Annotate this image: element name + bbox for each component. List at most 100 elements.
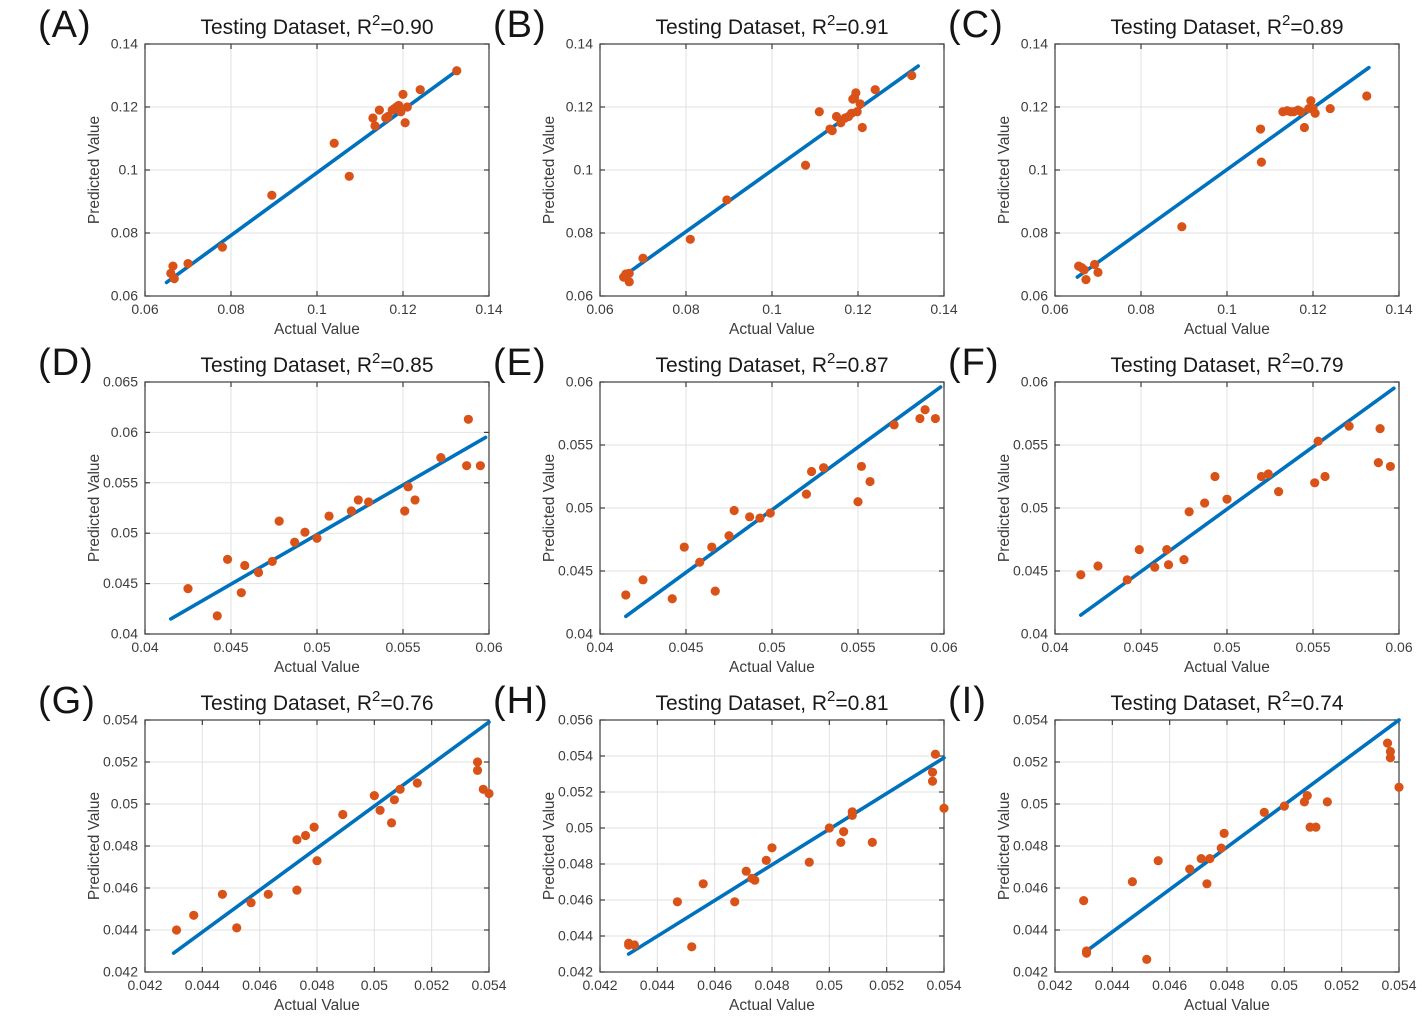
scatter-point bbox=[889, 420, 899, 430]
scatter-point bbox=[1385, 461, 1395, 472]
y-tick-label: 0.054 bbox=[1013, 712, 1048, 728]
y-axis-label: Predicted Value bbox=[541, 116, 558, 224]
y-tick-label: 0.06 bbox=[1021, 288, 1048, 304]
x-tick-label: 0.05 bbox=[303, 639, 330, 655]
scatter-point bbox=[329, 138, 339, 148]
scatter-point bbox=[410, 495, 420, 505]
x-tick-label: 0.1 bbox=[762, 301, 782, 317]
scatter-point bbox=[865, 476, 875, 487]
y-tick-label: 0.12 bbox=[111, 99, 138, 115]
y-tick-label: 0.045 bbox=[558, 563, 593, 579]
scatter-point bbox=[761, 855, 771, 865]
scatter-point bbox=[171, 925, 182, 935]
y-axis-label: Predicted Value bbox=[996, 792, 1013, 900]
scatter-point bbox=[1320, 471, 1330, 482]
y-tick-label: 0.05 bbox=[1021, 500, 1048, 516]
x-tick-label: 0.055 bbox=[385, 639, 420, 655]
x-tick-label: 0.05 bbox=[1271, 977, 1298, 993]
y-tick-label: 0.14 bbox=[111, 36, 138, 52]
scatter-point bbox=[800, 160, 811, 170]
scatter-point bbox=[836, 837, 846, 847]
scatter-point bbox=[1153, 856, 1163, 866]
y-tick-label: 0.055 bbox=[1013, 437, 1048, 453]
x-axis-label: Actual Value bbox=[729, 997, 815, 1014]
x-tick-label: 0.048 bbox=[754, 977, 789, 993]
scatter-point bbox=[707, 542, 717, 552]
scatter-point bbox=[1200, 498, 1210, 508]
scatter-point bbox=[1373, 458, 1383, 468]
x-tick-label: 0.1 bbox=[307, 301, 327, 317]
scatter-chart-H: 0.042 0.044 0.046 0.048 0.05 0.052 0.054 0.042 0… bbox=[541, 688, 962, 1014]
scatter-point bbox=[368, 113, 378, 123]
scatter-point bbox=[267, 190, 277, 200]
scatter-point bbox=[1375, 424, 1385, 434]
scatter-point bbox=[741, 866, 751, 876]
x-tick-label: 0.12 bbox=[389, 301, 416, 317]
scatter-point bbox=[804, 857, 814, 867]
scatter-point bbox=[801, 489, 811, 499]
y-tick-label: 0.044 bbox=[1013, 922, 1048, 938]
scatter-point bbox=[1150, 562, 1160, 572]
scatter-point bbox=[629, 940, 639, 950]
y-tick-label: 0.042 bbox=[103, 964, 138, 980]
y-tick-label: 0.1 bbox=[119, 162, 139, 178]
scatter-point bbox=[1325, 103, 1335, 114]
chart-panel-B: 0.06 0.08 0.1 0.12 0.14 0.06 0.08 0.1 0.12 0.14 Te… bbox=[455, 0, 967, 338]
scatter-point bbox=[290, 537, 300, 547]
scatter-point bbox=[472, 765, 483, 775]
scatter-point bbox=[750, 875, 760, 885]
chart-title: Testing Dataset, R2=0.79 bbox=[1110, 350, 1343, 377]
scatter-point bbox=[867, 837, 877, 847]
scatter-point bbox=[1163, 560, 1174, 570]
scatter-point bbox=[1177, 222, 1187, 232]
scatter-point bbox=[870, 85, 880, 95]
scatter-point bbox=[621, 590, 631, 600]
scatter-point bbox=[851, 88, 861, 98]
x-axis-label: Actual Value bbox=[1184, 997, 1270, 1014]
x-tick-label: 0.14 bbox=[475, 301, 502, 317]
y-tick-label: 0.046 bbox=[1013, 880, 1048, 896]
scatter-point bbox=[353, 495, 363, 505]
chart-title: Testing Dataset, R2=0.91 bbox=[655, 12, 888, 39]
scatter-point bbox=[1385, 753, 1395, 763]
y-tick-label: 0.045 bbox=[103, 575, 138, 591]
x-axis-label: Actual Value bbox=[1184, 321, 1270, 338]
x-tick-label: 0.12 bbox=[1299, 301, 1326, 317]
scatter-point bbox=[1184, 507, 1194, 517]
scatter-point bbox=[927, 767, 938, 777]
scatter-point bbox=[1385, 746, 1395, 757]
fit-line bbox=[164, 67, 461, 285]
scatter-point bbox=[403, 482, 413, 492]
x-tick-label: 0.12 bbox=[844, 301, 871, 317]
y-tick-label: 0.06 bbox=[111, 424, 138, 440]
scatter-point bbox=[402, 102, 412, 112]
scatter-point bbox=[827, 126, 837, 136]
scatter-point bbox=[806, 466, 817, 477]
panel-label-E: (E) bbox=[493, 342, 547, 384]
scatter-point bbox=[1299, 122, 1309, 133]
scatter-point bbox=[847, 810, 857, 820]
chart-panel-H: 0.042 0.044 0.046 0.048 0.05 0.052 0.054 0.042 0… bbox=[455, 676, 967, 1014]
y-tick-label: 0.05 bbox=[111, 796, 138, 812]
scatter-point bbox=[344, 171, 354, 181]
scatter-point bbox=[852, 107, 862, 117]
scatter-point bbox=[312, 856, 322, 866]
x-tick-label: 0.06 bbox=[1041, 301, 1068, 317]
scatter-point bbox=[364, 497, 374, 507]
scatter-point bbox=[638, 253, 648, 263]
x-tick-label: 0.054 bbox=[1381, 977, 1416, 993]
y-tick-label: 0.048 bbox=[558, 856, 593, 872]
scatter-point bbox=[1093, 561, 1103, 571]
x-tick-label: 0.05 bbox=[361, 977, 388, 993]
scatter-chart-A: 0.06 0.08 0.1 0.12 0.14 0.06 0.08 0.1 0.12 0.14 Te… bbox=[86, 12, 503, 338]
y-tick-label: 0.045 bbox=[1013, 563, 1048, 579]
scatter-point bbox=[724, 531, 734, 541]
scatter-point bbox=[1142, 954, 1152, 964]
scatter-chart-E: 0.04 0.045 0.05 0.055 0.06 0.04 0.045 0.05 0.055… bbox=[541, 350, 958, 676]
y-tick-label: 0.055 bbox=[103, 474, 138, 490]
scatter-point bbox=[1310, 478, 1320, 488]
y-tick-label: 0.054 bbox=[558, 748, 593, 764]
scatter-point bbox=[389, 795, 399, 805]
x-tick-label: 0.06 bbox=[586, 301, 613, 317]
scatter-point bbox=[927, 776, 938, 786]
